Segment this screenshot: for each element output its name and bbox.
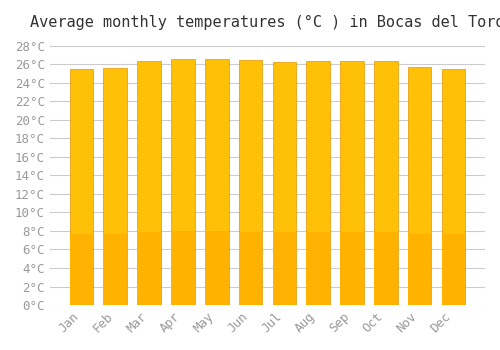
Bar (306, 61, 330, 305)
Bar (408, 233, 432, 305)
Bar (238, 232, 262, 305)
Bar (104, 234, 127, 305)
Bar (306, 232, 330, 305)
Title: Average monthly temperatures (°C ) in Bocas del Toro: Average monthly temperatures (°C ) in Bo… (30, 15, 500, 30)
Bar (408, 67, 432, 305)
Bar (70, 234, 94, 305)
Bar (340, 61, 364, 305)
Bar (272, 62, 296, 305)
Bar (138, 232, 161, 305)
Bar (442, 234, 465, 305)
Bar (272, 232, 296, 305)
Bar (171, 231, 194, 305)
Bar (374, 61, 398, 305)
Bar (340, 232, 364, 305)
Bar (70, 69, 94, 305)
Bar (205, 58, 229, 305)
Bar (238, 60, 262, 305)
Bar (138, 61, 161, 305)
Bar (104, 68, 127, 305)
Bar (205, 231, 229, 305)
Bar (442, 69, 465, 305)
Bar (171, 60, 194, 305)
Bar (374, 232, 398, 305)
